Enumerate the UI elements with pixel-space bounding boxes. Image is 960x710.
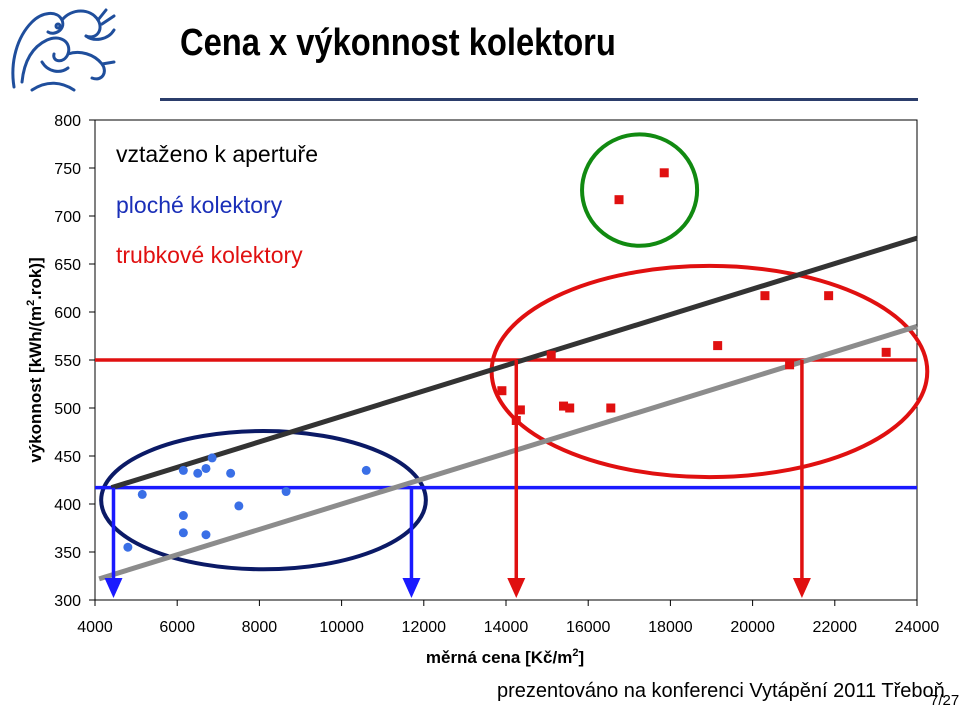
y-tick-label-6: 600: [54, 305, 81, 322]
price-arrows: [104, 360, 811, 598]
point-flat-11: [281, 487, 291, 497]
point-tube-2: [515, 405, 525, 415]
data-points: [123, 168, 891, 552]
y-tick-label-5: 550: [54, 353, 81, 370]
arrow-head-2: [507, 578, 526, 598]
point-tube-11: [785, 360, 795, 370]
x-tick-label-8: 20000: [730, 619, 775, 636]
x-tick-label-10: 24000: [895, 619, 940, 636]
highlight-ellipse-0: [99, 429, 428, 572]
y-tick-label-7: 650: [54, 257, 81, 274]
y-tick-label-1: 350: [54, 545, 81, 562]
ornamental-lion-logo-icon: [11, 8, 116, 92]
point-flat-8: [207, 453, 217, 463]
x-axis-label: měrná cena [Kč/m2]: [426, 647, 584, 667]
y-tick-label-8: 700: [54, 209, 81, 226]
point-tube-1: [511, 415, 521, 425]
y-axis-ticks: 300 350 400 450 500 550 600 650 700 750 800: [54, 113, 95, 610]
point-tube-9: [713, 341, 723, 351]
point-tube-5: [565, 403, 575, 413]
trend-line-0: [110, 235, 918, 491]
legend-entry-tube: trubkové kolektory: [116, 242, 303, 268]
point-tube-4: [559, 401, 569, 411]
point-flat-3: [178, 511, 188, 521]
highlight-ellipse-1: [489, 263, 930, 480]
y-tick-label-3: 450: [54, 449, 81, 466]
point-tube-13: [881, 347, 891, 357]
point-tube-6: [606, 403, 616, 413]
y-tick-label-4: 500: [54, 401, 81, 418]
y-axis-label: výkonnost [kWh/(m2.rok)]: [25, 257, 45, 462]
point-flat-4: [178, 528, 188, 538]
point-flat-6: [201, 463, 211, 473]
y-tick-label-9: 750: [54, 161, 81, 178]
y-tick-label-0: 300: [54, 593, 81, 610]
point-flat-5: [193, 468, 203, 478]
y-tick-label-10: 800: [54, 113, 81, 130]
point-flat-2: [178, 465, 188, 475]
point-flat-9: [226, 468, 236, 478]
page-number: 7/27: [930, 692, 960, 709]
point-tube-8: [659, 168, 669, 178]
x-tick-label-0: 4000: [77, 619, 113, 636]
y-tick-label-2: 400: [54, 497, 81, 514]
arrow-head-3: [792, 578, 811, 598]
point-tube-0: [497, 386, 507, 396]
x-axis-ticks: 4000 6000 8000 10000 12000 14000 16000 18000 200…: [77, 600, 939, 636]
point-flat-10: [234, 501, 244, 511]
point-tube-12: [824, 291, 834, 301]
x-tick-label-7: 18000: [648, 619, 693, 636]
trend-line-1: [98, 324, 918, 582]
point-flat-7: [201, 530, 211, 540]
point-flat-1: [137, 489, 147, 499]
x-tick-label-5: 14000: [484, 619, 529, 636]
point-tube-10: [760, 291, 770, 301]
x-tick-label-4: 12000: [402, 619, 447, 636]
title-divider: [160, 98, 918, 101]
point-tube-7: [614, 195, 624, 205]
point-tube-3: [546, 350, 556, 360]
x-tick-label-9: 22000: [813, 619, 858, 636]
arrow-head-0: [104, 578, 123, 598]
x-tick-label-2: 8000: [242, 619, 278, 636]
legend-entry-flat: ploché kolektory: [116, 192, 283, 218]
slide-title: Cena x výkonnost kolektoru: [180, 22, 616, 64]
footer-note: prezentováno na konferenci Vytápění 2011…: [497, 680, 945, 702]
point-flat-0: [123, 542, 133, 552]
legend-title: vztaženo k apertuře: [116, 141, 318, 167]
highlight-ellipse-2: [580, 132, 700, 248]
point-flat-12: [361, 465, 371, 475]
arrow-head-1: [402, 578, 421, 598]
trend-lines: [98, 235, 918, 582]
reference-lines: [95, 358, 917, 490]
x-tick-label-6: 16000: [566, 619, 611, 636]
x-tick-label-3: 10000: [319, 619, 364, 636]
x-tick-label-1: 6000: [159, 619, 195, 636]
